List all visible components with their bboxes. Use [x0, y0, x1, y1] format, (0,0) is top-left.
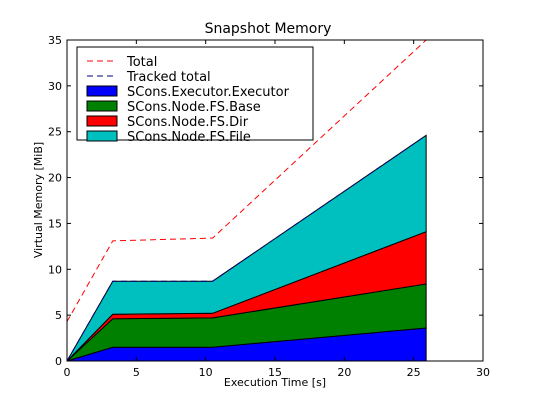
y-axis-label: Virtual Memory [MiB] [32, 142, 45, 258]
y-axis-ticks: 0 5 10 15 20 25 30 35 [48, 34, 483, 368]
legend-label: Total [126, 55, 157, 70]
legend-label: SCons.Node.FS.Dir [127, 115, 249, 130]
total-lines [66, 39, 427, 362]
stacked-areas [66, 134, 427, 362]
y-tick-label: 20 [48, 172, 62, 185]
legend-patch-swatch [86, 115, 118, 127]
y-tick-label: 15 [48, 217, 62, 230]
legend-label: SCons.Executor.Executor [127, 85, 290, 100]
chart-title: Snapshot Memory [205, 21, 332, 37]
legend-patch-swatch [86, 85, 118, 97]
legend-label: Tracked total [126, 70, 211, 85]
legend-label: SCons.Node.FS.File [127, 130, 251, 145]
x-tick-label: 10 [199, 366, 213, 379]
x-tick-label: 15 [268, 366, 282, 379]
y-tick-label: 25 [48, 126, 62, 139]
legend-patch-swatch [86, 130, 118, 142]
x-tick-label: 30 [476, 366, 490, 379]
line-tracked-total [66, 134, 427, 362]
x-tick-label: 20 [337, 366, 351, 379]
line-total [66, 39, 427, 322]
x-tick-label: 25 [407, 366, 421, 379]
y-tick-label: 0 [55, 355, 62, 368]
legend-label: SCons.Node.FS.Base [127, 100, 261, 115]
area-scons-node-fs-file [66, 134, 427, 362]
x-axis-label: Execution Time [s] [224, 376, 326, 389]
y-tick-label: 10 [48, 263, 62, 276]
y-tick-label: 35 [48, 34, 62, 47]
x-tick-label: 5 [133, 366, 140, 379]
y-tick-label: 5 [55, 309, 62, 322]
y-tick-label: 30 [48, 80, 62, 93]
legend-patch-swatch [86, 100, 118, 112]
x-axis-ticks: 0 5 10 15 20 25 30 [64, 40, 490, 379]
x-tick-label: 0 [64, 366, 71, 379]
